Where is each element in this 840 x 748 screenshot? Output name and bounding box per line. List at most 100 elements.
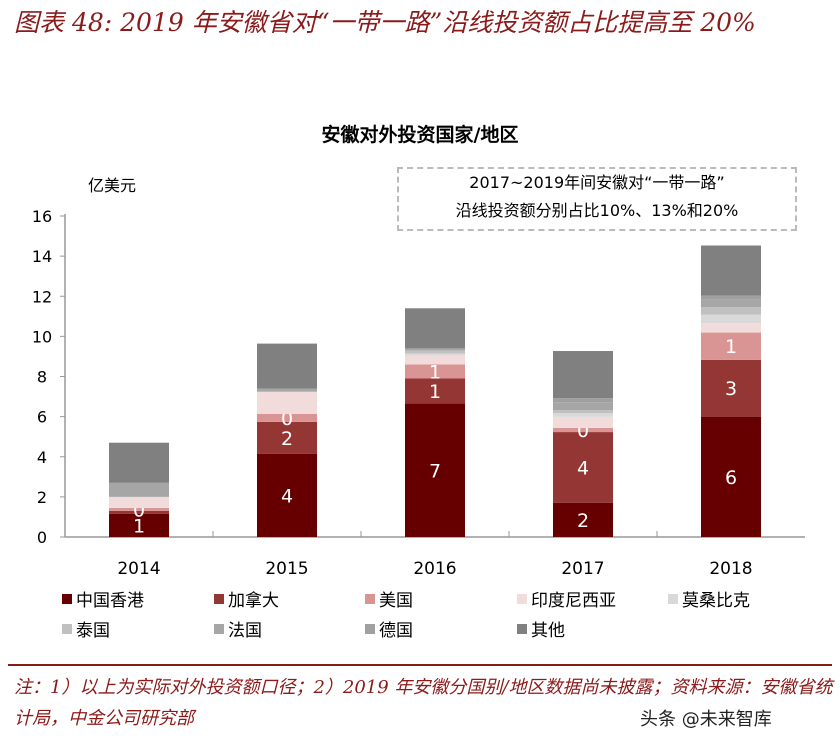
y-tick-label: 4 xyxy=(37,448,47,467)
bar-segment xyxy=(553,402,613,411)
bar-segment xyxy=(405,378,465,404)
legend-item: 莫桑比克 xyxy=(668,586,750,611)
bar-segment xyxy=(553,398,613,403)
bar-segment xyxy=(701,359,761,417)
y-tick-label: 6 xyxy=(37,408,47,427)
legend-swatch xyxy=(62,593,72,604)
bar-segment xyxy=(701,307,761,315)
bar-segment xyxy=(553,416,613,428)
bar-segment xyxy=(257,413,317,422)
data-label: 1 xyxy=(429,381,441,403)
y-tick-label: 10 xyxy=(32,327,52,346)
legend-item: 其他 xyxy=(517,616,565,641)
annotation-box: 2017~2019年间安徽对“一带一路” 沿线投资额分别占比10%、13%和20… xyxy=(397,167,797,231)
legend-label: 莫桑比克 xyxy=(682,591,750,611)
bar-segment xyxy=(109,442,169,483)
bar-segment xyxy=(701,416,761,537)
legend-label: 中国香港 xyxy=(76,591,144,611)
bar-segment xyxy=(257,343,317,389)
y-tick-label: 8 xyxy=(37,368,47,387)
bar-segment xyxy=(701,295,761,300)
bar-segment xyxy=(553,413,613,417)
bar-segment xyxy=(553,410,613,414)
figure-title: 图表 48: 2019 年安徽省对“一带一路”沿线投资额占比提高至 20% xyxy=(14,8,756,37)
legend-swatch xyxy=(517,593,527,604)
x-tick-label: 2016 xyxy=(413,559,456,579)
bar-segment xyxy=(553,427,613,433)
legend-item: 中国香港 xyxy=(62,586,144,611)
bar-segment xyxy=(701,323,761,333)
legend-swatch xyxy=(62,623,72,634)
bar-segment xyxy=(257,421,317,454)
legend-label: 泰国 xyxy=(76,621,110,641)
x-tick-label: 2017 xyxy=(561,559,604,579)
data-label: 2 xyxy=(281,428,293,450)
data-label: 1 xyxy=(133,515,145,537)
bar-segment xyxy=(257,453,317,537)
chart-title: 安徽对外投资国家/地区 xyxy=(321,124,519,146)
data-label: 7 xyxy=(429,460,441,482)
data-label: 1 xyxy=(429,361,441,383)
x-tick-label: 2015 xyxy=(265,559,308,579)
legend-label: 美国 xyxy=(379,591,413,611)
x-tick-label: 2018 xyxy=(709,559,752,579)
bar-segment xyxy=(405,355,465,365)
bar-segment xyxy=(405,403,465,537)
bar-segment xyxy=(109,482,169,497)
y-tick-label: 2 xyxy=(37,488,47,507)
legend-label: 德国 xyxy=(379,621,413,641)
y-tick-label: 16 xyxy=(32,207,52,226)
bar-segment xyxy=(701,314,761,324)
footnote: 注：1）以上为实际对外投资额口径；2）2019 年安徽分国别/地区数据尚未披露；… xyxy=(14,677,833,729)
data-label: 4 xyxy=(281,485,293,507)
bar-segment xyxy=(701,299,761,308)
data-label: 3 xyxy=(725,378,737,400)
legend-label: 法国 xyxy=(228,621,262,641)
bar-segment xyxy=(257,388,317,392)
legend-swatch xyxy=(668,593,678,604)
bar-segment xyxy=(553,432,613,503)
legend-item: 法国 xyxy=(214,616,262,641)
bar-segment xyxy=(109,510,169,514)
data-label: 6 xyxy=(725,467,737,489)
legend-label: 加拿大 xyxy=(228,591,279,611)
annotation-line: 2017~2019年间安徽对“一带一路” xyxy=(469,173,725,192)
legend-swatch xyxy=(365,593,375,604)
data-label: 4 xyxy=(577,457,589,479)
legend-item: 德国 xyxy=(365,616,413,641)
data-label: 1 xyxy=(725,336,737,358)
legend-label: 印度尼西亚 xyxy=(531,591,616,611)
bar-segment xyxy=(257,391,317,414)
footer-divider xyxy=(8,664,832,666)
stacked-bar-chart: 0246810121416102014420201571120162402017… xyxy=(32,207,805,579)
legend-item: 美国 xyxy=(365,586,413,611)
bar-segment xyxy=(405,364,465,379)
bar-segment xyxy=(405,308,465,349)
bar-segment xyxy=(405,348,465,351)
bar-segment xyxy=(701,245,761,296)
bar-segment xyxy=(109,513,169,537)
y-tick-label: 14 xyxy=(32,247,52,266)
legend-item: 泰国 xyxy=(62,616,110,641)
x-tick-label: 2014 xyxy=(117,559,160,579)
y-tick-label: 12 xyxy=(32,287,52,306)
y-tick-label: 0 xyxy=(37,528,47,547)
bar-segment xyxy=(405,353,465,356)
bar-segment xyxy=(405,350,465,354)
bar-segment xyxy=(553,351,613,399)
annotation-line: 沿线投资额分别占比10%、13%和20% xyxy=(455,201,739,220)
bar-segment xyxy=(701,332,761,360)
bar-segment xyxy=(109,507,169,511)
legend-item: 加拿大 xyxy=(214,586,279,611)
bar-segment xyxy=(109,496,169,508)
legend-swatch xyxy=(214,593,224,604)
watermark: 头条 @未来智库 xyxy=(640,709,772,730)
legend-swatch xyxy=(365,623,375,634)
legend-label: 其他 xyxy=(531,621,565,641)
legend-swatch xyxy=(517,623,527,634)
legend-swatch xyxy=(214,623,224,634)
bar-segment xyxy=(553,502,613,537)
y-axis-unit: 亿美元 xyxy=(88,176,137,195)
data-label: 2 xyxy=(577,510,589,532)
legend-item: 印度尼西亚 xyxy=(517,586,616,611)
